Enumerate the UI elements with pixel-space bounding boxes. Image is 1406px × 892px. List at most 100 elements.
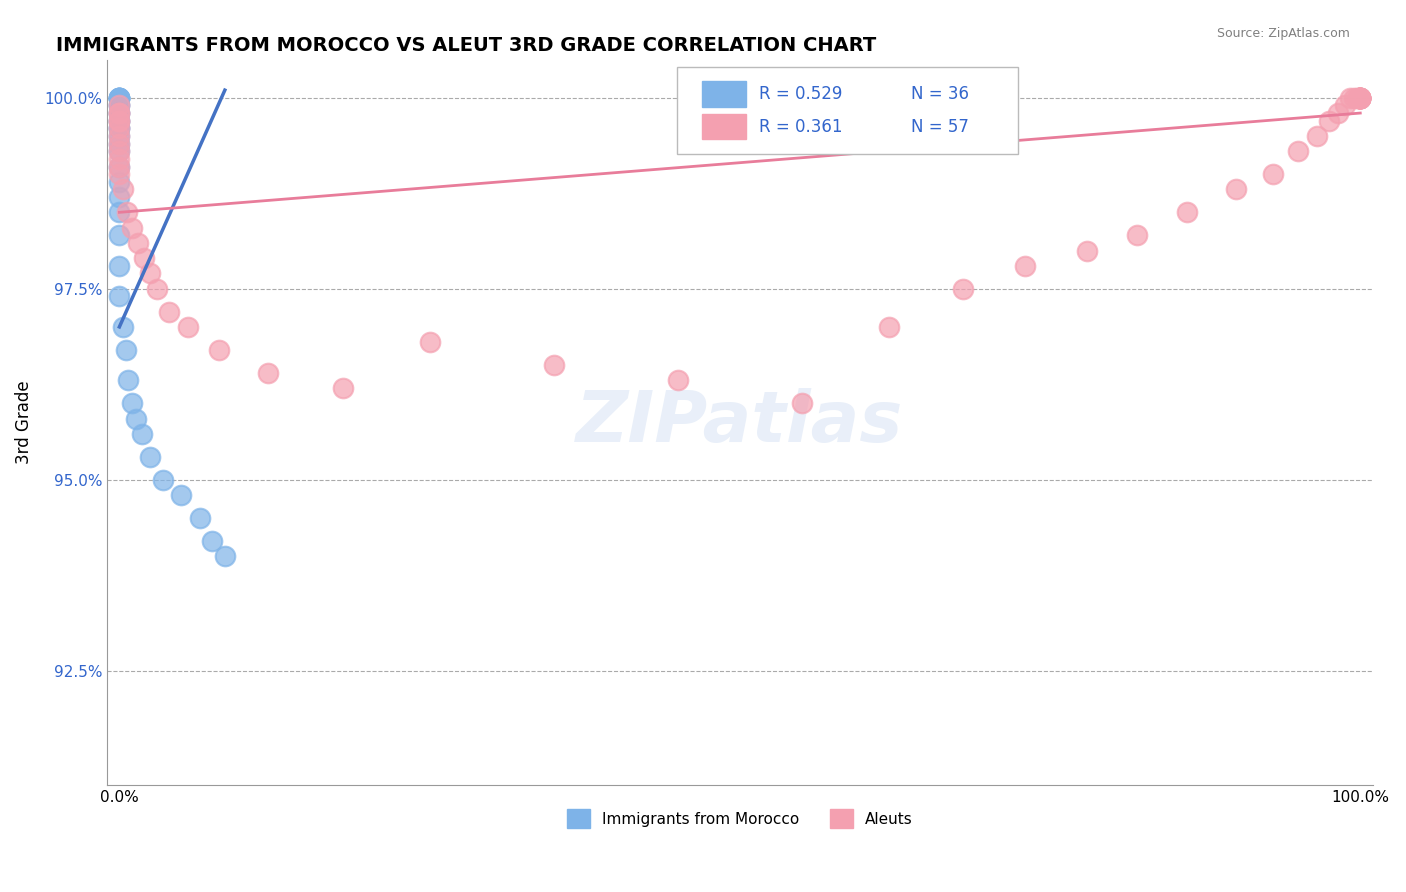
Bar	[702, 114, 747, 139]
Point	[214, 549, 236, 563]
Point	[1126, 228, 1149, 243]
Point	[419, 335, 441, 350]
Point	[121, 396, 143, 410]
Point	[127, 235, 149, 250]
Point	[108, 145, 131, 159]
Point	[112, 319, 135, 334]
Point	[108, 106, 131, 120]
Point	[108, 113, 131, 128]
Point	[108, 128, 131, 143]
Point	[108, 106, 131, 120]
Point	[1076, 244, 1098, 258]
Point	[1348, 91, 1371, 105]
Point	[1306, 128, 1329, 143]
Point	[1339, 91, 1361, 105]
Point	[1225, 182, 1247, 196]
Point	[108, 160, 131, 174]
Point	[1348, 91, 1371, 105]
Point	[145, 282, 167, 296]
Point	[1348, 91, 1371, 105]
Point	[666, 373, 689, 387]
Point	[108, 113, 131, 128]
Point	[121, 220, 143, 235]
Point	[108, 136, 131, 151]
Point	[1014, 259, 1036, 273]
Point	[257, 366, 280, 380]
FancyBboxPatch shape	[676, 67, 1018, 154]
Point	[108, 228, 131, 243]
Text: R = 0.529: R = 0.529	[759, 85, 842, 103]
Point	[1317, 113, 1340, 128]
Point	[208, 343, 231, 357]
Point	[1348, 91, 1371, 105]
Text: N = 57: N = 57	[911, 118, 969, 136]
Point	[139, 267, 162, 281]
Point	[1286, 145, 1309, 159]
Point	[1348, 91, 1371, 105]
Point	[108, 106, 131, 120]
Text: N = 36: N = 36	[911, 85, 969, 103]
Point	[1348, 91, 1371, 105]
Point	[108, 259, 131, 273]
Point	[108, 91, 131, 105]
Point	[108, 175, 131, 189]
Point	[1327, 106, 1350, 120]
Point	[1343, 91, 1365, 105]
Point	[1334, 98, 1357, 112]
Y-axis label: 3rd Grade: 3rd Grade	[15, 381, 32, 464]
Point	[117, 373, 139, 387]
Point	[877, 319, 900, 334]
Point	[170, 488, 193, 502]
Point	[108, 289, 131, 303]
Point	[176, 319, 198, 334]
Point	[108, 91, 131, 105]
Point	[108, 136, 131, 151]
Text: Source: ZipAtlas.com: Source: ZipAtlas.com	[1216, 27, 1350, 40]
Point	[108, 121, 131, 136]
Point	[543, 358, 565, 372]
Point	[108, 113, 131, 128]
Point	[108, 167, 131, 181]
Point	[188, 510, 211, 524]
Point	[108, 121, 131, 136]
Bar	[702, 81, 747, 107]
Legend: Immigrants from Morocco, Aleuts: Immigrants from Morocco, Aleuts	[560, 802, 921, 836]
Point	[1348, 91, 1371, 105]
Point	[108, 152, 131, 166]
Point	[952, 282, 974, 296]
Point	[332, 381, 354, 395]
Point	[157, 304, 180, 318]
Point	[108, 145, 131, 159]
Point	[115, 205, 138, 219]
Point	[1348, 91, 1371, 105]
Point	[114, 343, 136, 357]
Text: ZIPatlas: ZIPatlas	[576, 388, 904, 457]
Point	[108, 190, 131, 204]
Point	[1348, 91, 1371, 105]
Point	[108, 106, 131, 120]
Point	[108, 98, 131, 112]
Point	[134, 251, 156, 265]
Text: IMMIGRANTS FROM MOROCCO VS ALEUT 3RD GRADE CORRELATION CHART: IMMIGRANTS FROM MOROCCO VS ALEUT 3RD GRA…	[56, 36, 876, 54]
Point	[108, 98, 131, 112]
Point	[1263, 167, 1285, 181]
Point	[790, 396, 813, 410]
Point	[1348, 91, 1371, 105]
Text: R = 0.361: R = 0.361	[759, 118, 842, 136]
Point	[201, 533, 224, 548]
Point	[108, 113, 131, 128]
Point	[108, 91, 131, 105]
Point	[1348, 91, 1371, 105]
Point	[108, 91, 131, 105]
Point	[131, 426, 153, 441]
Point	[112, 182, 135, 196]
Point	[139, 450, 162, 464]
Point	[152, 473, 174, 487]
Point	[1346, 91, 1368, 105]
Point	[1175, 205, 1198, 219]
Point	[108, 91, 131, 105]
Point	[108, 98, 131, 112]
Point	[124, 411, 146, 425]
Point	[1348, 91, 1371, 105]
Point	[108, 160, 131, 174]
